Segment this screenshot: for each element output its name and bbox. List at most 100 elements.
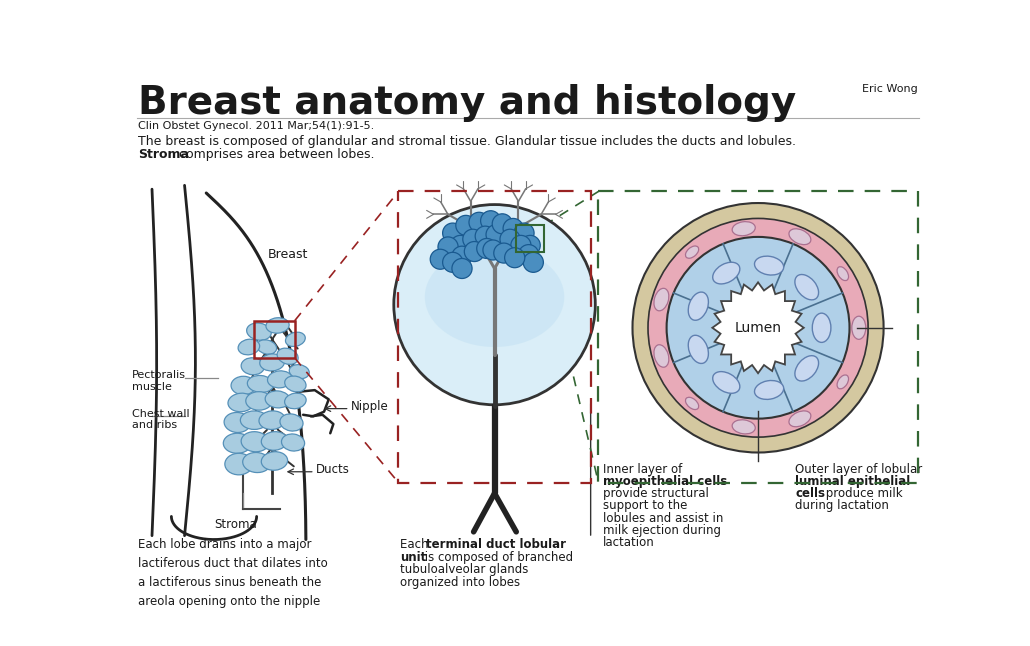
Ellipse shape <box>265 391 289 408</box>
Ellipse shape <box>243 452 271 473</box>
Text: Breast anatomy and histology: Breast anatomy and histology <box>138 84 796 121</box>
Text: produce milk: produce milk <box>822 487 903 500</box>
Text: tubuloalveolar glands: tubuloalveolar glands <box>400 563 528 576</box>
Text: Clin Obstet Gynecol. 2011 Mar;54(1):91-5.: Clin Obstet Gynecol. 2011 Mar;54(1):91-5… <box>138 121 374 130</box>
Text: Eric Wong: Eric Wong <box>862 84 918 94</box>
Circle shape <box>452 246 472 266</box>
Circle shape <box>492 214 512 234</box>
Circle shape <box>475 226 495 246</box>
Bar <box>254 321 295 358</box>
Ellipse shape <box>755 380 784 399</box>
Ellipse shape <box>281 434 305 451</box>
Text: provide structural: provide structural <box>603 487 709 500</box>
Circle shape <box>505 247 524 267</box>
Ellipse shape <box>231 376 255 395</box>
Ellipse shape <box>259 411 285 430</box>
Circle shape <box>456 215 476 235</box>
Ellipse shape <box>424 247 564 347</box>
Text: unit: unit <box>400 551 426 564</box>
Ellipse shape <box>813 313 831 342</box>
Ellipse shape <box>266 318 289 333</box>
Ellipse shape <box>246 391 272 410</box>
Text: during lactation: during lactation <box>795 499 889 512</box>
Text: cells: cells <box>795 487 825 500</box>
Ellipse shape <box>654 345 668 367</box>
Circle shape <box>666 237 850 419</box>
Text: comprises area between lobes.: comprises area between lobes. <box>175 149 375 162</box>
Circle shape <box>486 225 506 245</box>
Text: Each lobe drains into a major
lactiferous duct that dilates into
a lactiferous s: Each lobe drains into a major lactiferou… <box>138 538 328 608</box>
Circle shape <box>483 240 503 260</box>
Ellipse shape <box>225 453 252 475</box>
Ellipse shape <box>225 412 250 433</box>
Bar <box>598 191 918 483</box>
Ellipse shape <box>795 275 819 300</box>
Ellipse shape <box>285 332 305 346</box>
Ellipse shape <box>789 411 811 427</box>
Ellipse shape <box>837 375 849 389</box>
Ellipse shape <box>837 267 849 280</box>
Text: myoepithelial cells: myoepithelial cells <box>603 475 727 488</box>
Ellipse shape <box>284 376 306 392</box>
Text: support to the: support to the <box>603 499 687 512</box>
Circle shape <box>500 229 520 249</box>
Circle shape <box>438 237 458 257</box>
Circle shape <box>514 223 535 243</box>
Text: Inner layer of: Inner layer of <box>603 463 682 475</box>
Ellipse shape <box>654 288 668 311</box>
Circle shape <box>520 235 541 255</box>
Ellipse shape <box>241 432 269 452</box>
Text: Outer layer of lobular: Outer layer of lobular <box>795 463 923 475</box>
Ellipse shape <box>686 397 698 410</box>
Ellipse shape <box>247 375 274 393</box>
Circle shape <box>443 223 462 243</box>
Bar <box>399 191 590 483</box>
Circle shape <box>393 205 595 405</box>
Ellipse shape <box>688 335 709 364</box>
Circle shape <box>632 203 884 452</box>
Ellipse shape <box>246 323 271 340</box>
Circle shape <box>431 249 450 269</box>
Circle shape <box>477 238 496 258</box>
Text: The breast is composed of glandular and stromal tissue. Glandular tissue include: The breast is composed of glandular and … <box>138 134 796 147</box>
Text: Stroma: Stroma <box>138 149 190 162</box>
Ellipse shape <box>789 229 811 245</box>
Ellipse shape <box>256 340 277 354</box>
Circle shape <box>450 235 471 255</box>
Ellipse shape <box>284 393 306 409</box>
Text: Breast: Breast <box>268 249 308 262</box>
Ellipse shape <box>224 433 251 453</box>
Ellipse shape <box>268 371 293 388</box>
Text: milk ejection during: milk ejection during <box>603 524 721 537</box>
Ellipse shape <box>277 348 298 364</box>
Bar <box>516 225 544 251</box>
Polygon shape <box>713 282 803 373</box>
Circle shape <box>481 211 501 231</box>
Text: terminal duct lobular: terminal duct lobular <box>426 538 566 551</box>
Ellipse shape <box>713 371 740 393</box>
Ellipse shape <box>732 420 755 434</box>
Circle shape <box>469 213 489 233</box>
Circle shape <box>518 245 539 265</box>
Ellipse shape <box>755 256 784 275</box>
Circle shape <box>443 253 462 273</box>
Text: is composed of branched: is composed of branched <box>421 551 573 564</box>
Text: organized into lobes: organized into lobes <box>400 576 520 589</box>
Text: lactation: lactation <box>603 536 655 550</box>
Text: lobules and assist in: lobules and assist in <box>603 512 723 525</box>
Circle shape <box>452 258 472 278</box>
Circle shape <box>523 253 544 273</box>
Ellipse shape <box>686 246 698 258</box>
Ellipse shape <box>713 262 740 284</box>
Ellipse shape <box>280 414 303 431</box>
Ellipse shape <box>238 339 260 355</box>
Ellipse shape <box>732 222 755 236</box>
Ellipse shape <box>262 432 287 450</box>
Text: Stroma: Stroma <box>214 518 256 531</box>
Circle shape <box>648 218 868 437</box>
Ellipse shape <box>260 354 284 371</box>
Circle shape <box>462 229 483 249</box>
Ellipse shape <box>228 393 254 412</box>
Ellipse shape <box>240 411 268 430</box>
Ellipse shape <box>262 452 287 470</box>
